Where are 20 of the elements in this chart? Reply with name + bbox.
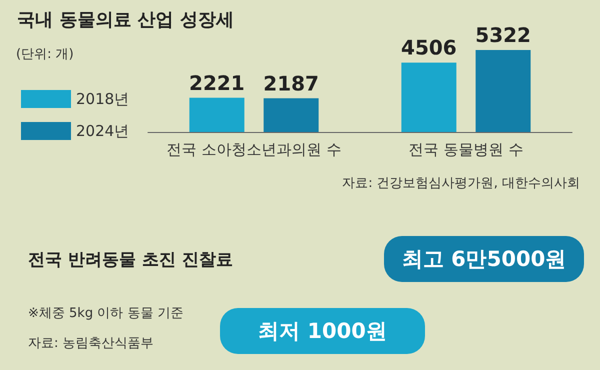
text: 최고 6만5000원 <box>384 236 584 282</box>
chart-title: 국내 동물의료 산업 성장세 <box>17 10 234 30</box>
legend-label: 2024년 <box>76 122 130 140</box>
bar <box>476 50 531 132</box>
data-label: 2187 <box>263 71 319 96</box>
bar <box>189 98 244 132</box>
text: 최저 1000원 <box>220 308 425 354</box>
y-axis-title: (단위: 개) <box>16 47 74 62</box>
text: 자료: 농림축산식품부 <box>28 335 154 352</box>
bar <box>264 98 319 132</box>
bar <box>401 62 456 132</box>
text: 전국 반려동물 초진 진찰료 <box>28 249 233 271</box>
data-label: 4506 <box>401 36 457 60</box>
x-tick-label: 전국 동물병원 수 <box>408 140 524 158</box>
x-tick-label: 전국 소아청소년과의원 수 <box>166 140 342 158</box>
text: 자료: 건강보험심사평가원, 대한수의사회 <box>342 176 580 191</box>
text: ※체중 5kg 이하 동물 기준 <box>28 305 184 322</box>
data-label: 2221 <box>189 70 245 95</box>
data-label: 5322 <box>475 23 531 47</box>
legend-label: 2018년 <box>76 90 130 108</box>
